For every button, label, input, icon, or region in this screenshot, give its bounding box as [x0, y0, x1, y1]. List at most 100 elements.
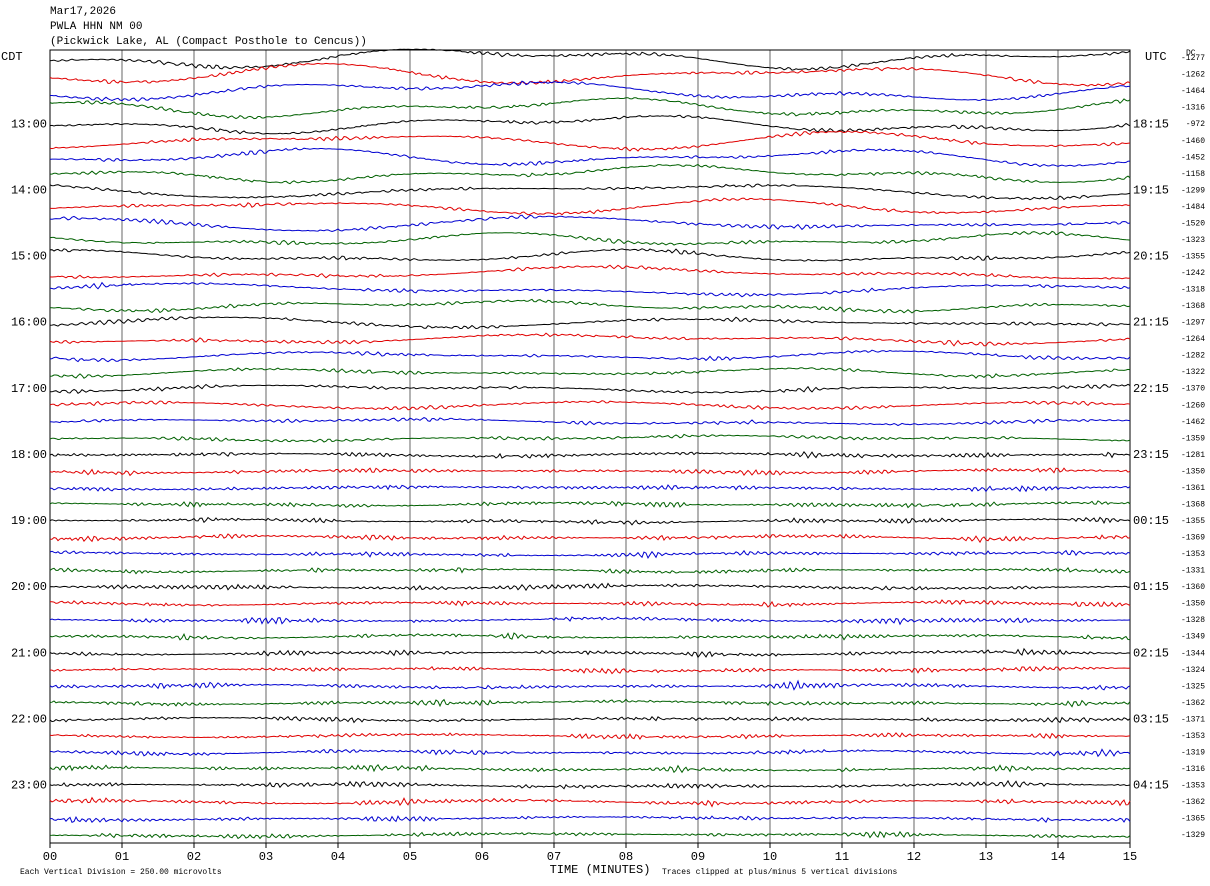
trace [49, 647, 1131, 659]
trace [49, 567, 1131, 575]
scale-note: Each Vertical Division = 250.00 microvol… [20, 868, 222, 877]
dc-offset: -1344 [1181, 649, 1205, 658]
x-tick-label: 14 [1051, 850, 1065, 864]
cdt-label: 17:00 [11, 382, 47, 396]
x-tick-label: 05 [403, 850, 417, 864]
dc-offset: -1242 [1181, 269, 1205, 278]
cdt-label: 13:00 [11, 117, 47, 131]
dc-offset: -1350 [1181, 600, 1205, 609]
dc-offset: -1297 [1181, 319, 1205, 328]
trace [49, 417, 1131, 427]
trace [49, 130, 1131, 152]
dc-offset: -1277 [1181, 54, 1205, 63]
trace [49, 114, 1131, 135]
dc-offset: -1462 [1181, 418, 1205, 427]
cdt-label: 20:00 [11, 580, 47, 594]
utc-label: 00:15 [1133, 514, 1169, 528]
trace [49, 451, 1131, 459]
plot-frame [49, 49, 1131, 844]
x-tick-label: 02 [187, 850, 201, 864]
x-tick-label: 10 [763, 850, 777, 864]
utc-label: 01:15 [1133, 580, 1169, 594]
trace [49, 484, 1131, 493]
dc-offset: -1299 [1181, 186, 1205, 195]
trace [49, 830, 1131, 840]
dc-offset: -1362 [1181, 798, 1205, 807]
trace [49, 763, 1131, 774]
right-axis-title: UTC [1145, 50, 1167, 64]
utc-label: 22:15 [1133, 382, 1169, 396]
utc-label: 19:15 [1133, 183, 1169, 197]
trace [50, 197, 1131, 216]
cdt-label: 19:00 [11, 514, 47, 528]
trace [49, 349, 1131, 363]
dc-offset: -1331 [1181, 567, 1205, 576]
dc-offset: -1369 [1181, 534, 1205, 543]
dc-offset: -1328 [1181, 616, 1205, 625]
trace [49, 779, 1131, 790]
dc-offset: -1460 [1181, 137, 1205, 146]
dc-offset: -1323 [1181, 236, 1205, 245]
dc-offset: -1325 [1181, 682, 1205, 691]
dc-offset: -1368 [1181, 302, 1205, 311]
clip-note: Traces clipped at plus/minus 5 vertical … [662, 868, 897, 877]
trace [49, 796, 1131, 808]
left-axis-title: CDT [1, 50, 23, 64]
trace [49, 97, 1131, 120]
dc-title: DC [1186, 49, 1196, 58]
trace [49, 632, 1131, 641]
x-tick-label: 09 [691, 850, 705, 864]
trace [50, 599, 1131, 608]
trace [49, 367, 1131, 379]
location: (Pickwick Lake, AL (Compact Posthole to … [50, 36, 367, 48]
x-tick-label: 08 [619, 850, 633, 864]
dc-offset: -1355 [1181, 252, 1205, 261]
cdt-label: 22:00 [11, 712, 47, 726]
utc-label: 21:15 [1133, 316, 1169, 330]
trace [49, 400, 1131, 411]
dc-offset: -1353 [1181, 550, 1205, 559]
cdt-label: 15:00 [11, 250, 47, 264]
trace [49, 183, 1131, 201]
trace [49, 248, 1131, 262]
x-tick-label: 06 [475, 850, 489, 864]
x-tick-label: 01 [115, 850, 129, 864]
utc-label: 18:15 [1133, 117, 1169, 131]
dc-offset: -1350 [1181, 467, 1205, 476]
trace [49, 500, 1131, 509]
dc-offset: -1319 [1181, 748, 1205, 757]
dc-offset: -1329 [1181, 831, 1205, 840]
cdt-label: 21:00 [11, 646, 47, 660]
dc-offset: -1361 [1181, 484, 1205, 493]
trace [49, 316, 1131, 330]
date: Mar17,2026 [50, 6, 116, 18]
x-tick-label: 04 [331, 850, 345, 864]
trace [49, 516, 1131, 526]
dc-offset: -1264 [1181, 335, 1205, 344]
trace [49, 582, 1131, 592]
trace [49, 732, 1131, 740]
dc-offset: -1260 [1181, 401, 1205, 410]
trace [49, 679, 1131, 691]
dc-offset: -1365 [1181, 815, 1205, 824]
trace [50, 383, 1131, 394]
dc-offset: -1318 [1181, 286, 1205, 295]
dc-offset: -1360 [1181, 583, 1205, 592]
dc-offset: -1282 [1181, 352, 1205, 361]
trace [49, 48, 1131, 71]
trace [49, 698, 1131, 708]
utc-label: 02:15 [1133, 646, 1169, 660]
trace [49, 549, 1131, 559]
trace [49, 230, 1131, 246]
dc-offset: -1362 [1181, 699, 1205, 708]
dc-offset: -1484 [1181, 203, 1205, 212]
dc-offset: -1316 [1181, 104, 1205, 113]
trace [49, 214, 1131, 233]
trace [49, 748, 1131, 758]
dc-offset: -1322 [1181, 368, 1205, 377]
dc-offset: -1520 [1181, 219, 1205, 228]
dc-offset: -1355 [1181, 517, 1205, 526]
dc-offset: -1349 [1181, 633, 1205, 642]
